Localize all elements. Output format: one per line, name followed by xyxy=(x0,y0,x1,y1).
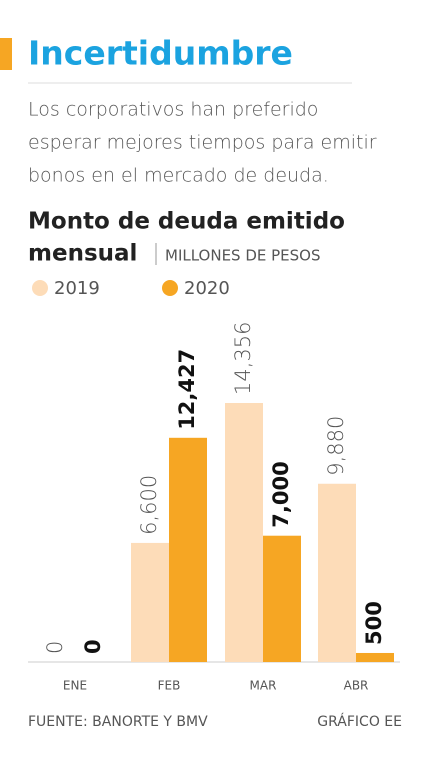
legend-label: 2020 xyxy=(184,278,230,299)
x-tick-label: ABR xyxy=(344,679,369,693)
value-label: 500 xyxy=(362,601,386,645)
x-tick-label: FEB xyxy=(158,679,181,693)
x-tick-label: ENE xyxy=(63,679,87,693)
value-label: 6,600 xyxy=(137,475,161,535)
bar xyxy=(131,542,169,662)
value-label: 14,356 xyxy=(231,322,255,395)
value-label: 7,000 xyxy=(269,461,293,527)
credit: GRÁFICO EE xyxy=(317,713,402,730)
legend-label: 2019 xyxy=(54,278,100,299)
unit-label: MILLONES DE PESOS xyxy=(165,247,321,265)
x-tick-label: MAR xyxy=(250,679,277,693)
title-accent xyxy=(0,38,12,70)
bar xyxy=(225,403,263,662)
value-label: 9,880 xyxy=(324,416,348,476)
bar xyxy=(263,535,301,662)
subtitle: esperar mejores tiempos para emitir xyxy=(28,132,377,154)
chart-heading: mensual xyxy=(28,241,137,267)
legend-swatch xyxy=(32,280,48,296)
bar xyxy=(318,483,356,662)
legend-swatch xyxy=(162,280,178,296)
bar xyxy=(356,652,394,662)
value-label: 0 xyxy=(81,639,105,654)
subtitle: Los corporativos han preferido xyxy=(28,99,318,121)
subtitle: bonos en el mercado de deuda. xyxy=(28,165,329,187)
bar xyxy=(169,437,207,662)
chart-heading: Monto de deuda emitido xyxy=(28,209,345,235)
value-label: 0 xyxy=(43,641,67,654)
chart-title: Incertidumbre xyxy=(28,34,293,73)
source: FUENTE: BANORTE Y BMV xyxy=(28,714,208,730)
value-label: 12,427 xyxy=(175,349,199,430)
